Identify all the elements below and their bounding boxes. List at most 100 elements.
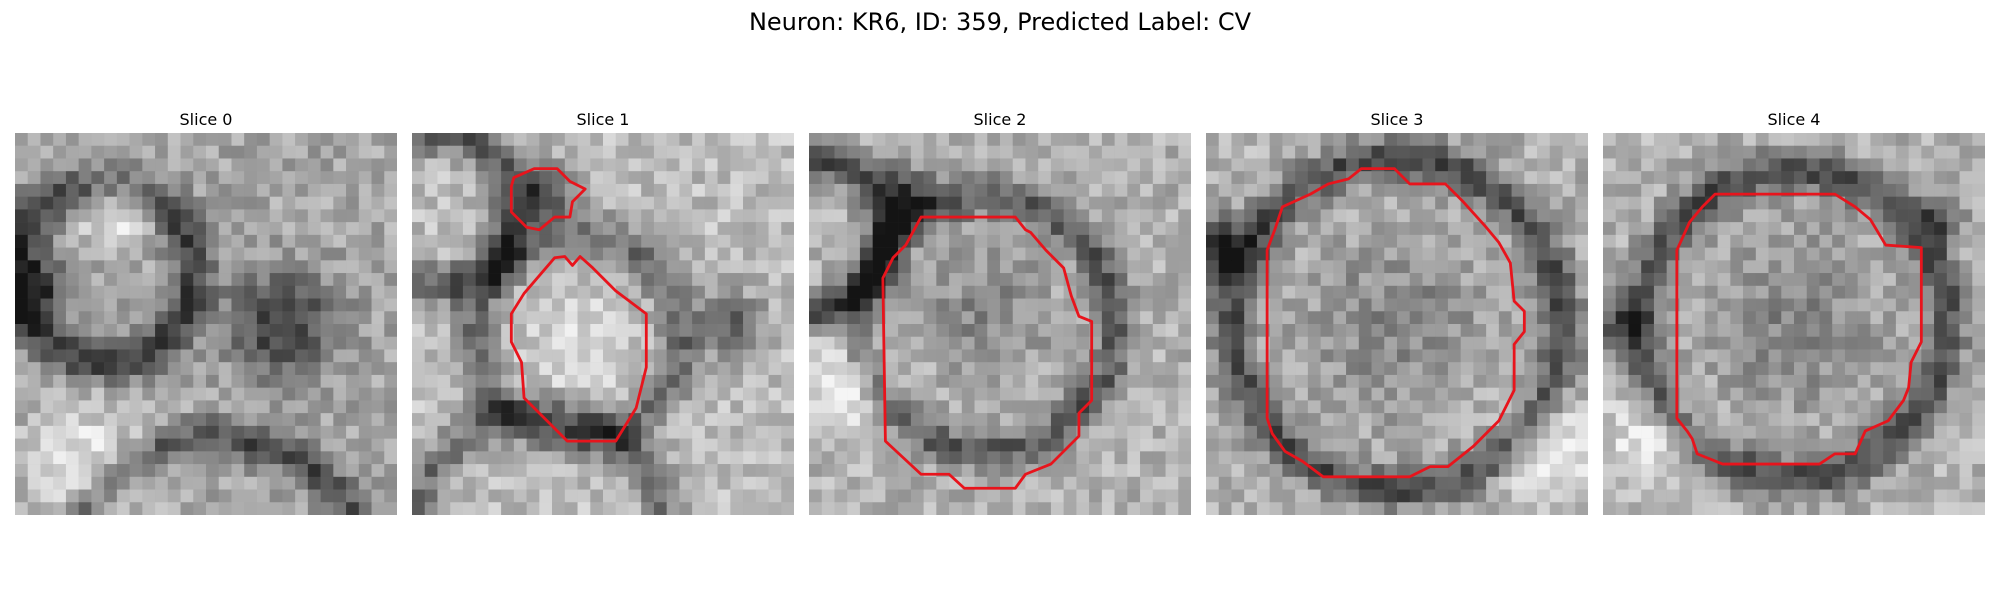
pixel bbox=[91, 374, 105, 388]
pixel bbox=[488, 336, 502, 350]
pixel bbox=[1806, 464, 1820, 478]
pixel bbox=[1972, 145, 1985, 159]
pixel bbox=[1307, 311, 1321, 325]
pixel bbox=[1537, 145, 1551, 159]
pixel bbox=[653, 489, 667, 503]
pixel bbox=[1666, 145, 1680, 159]
pixel bbox=[129, 234, 143, 248]
pixel bbox=[1549, 285, 1563, 299]
pixel bbox=[91, 273, 105, 287]
pixel bbox=[692, 158, 706, 172]
pixel bbox=[730, 349, 744, 363]
pixel bbox=[333, 222, 347, 236]
pixel bbox=[424, 311, 438, 325]
pixel bbox=[1946, 273, 1960, 287]
pixel bbox=[1358, 476, 1372, 490]
pixel bbox=[628, 196, 642, 210]
pixel bbox=[462, 489, 476, 503]
pixel bbox=[116, 336, 130, 350]
pixel bbox=[755, 260, 769, 274]
pixel bbox=[1320, 171, 1334, 185]
pixel bbox=[1575, 349, 1588, 363]
pixel bbox=[1972, 171, 1985, 185]
pixel bbox=[1743, 285, 1757, 299]
pixel bbox=[949, 247, 963, 261]
pixel bbox=[1562, 209, 1576, 223]
pixel bbox=[1615, 400, 1629, 414]
pixel bbox=[1346, 464, 1360, 478]
pixel bbox=[437, 311, 451, 325]
pixel bbox=[256, 311, 270, 325]
pixel bbox=[1717, 158, 1731, 172]
pixel bbox=[1679, 400, 1693, 414]
pixel bbox=[1307, 234, 1321, 248]
pixel bbox=[743, 133, 757, 146]
pixel bbox=[231, 476, 245, 490]
pixel bbox=[1256, 133, 1270, 146]
pixel bbox=[78, 476, 92, 490]
pixel bbox=[27, 171, 41, 185]
pixel bbox=[1384, 425, 1398, 439]
pixel bbox=[666, 324, 680, 337]
pixel bbox=[1333, 451, 1347, 465]
pixel bbox=[1679, 145, 1693, 159]
pixel bbox=[206, 145, 219, 159]
pixel bbox=[1012, 285, 1026, 299]
pixel bbox=[1704, 285, 1718, 299]
pixel bbox=[1730, 324, 1744, 337]
pixel bbox=[256, 349, 270, 363]
pixel bbox=[1101, 222, 1115, 236]
pixel bbox=[1422, 298, 1436, 312]
pixel bbox=[552, 451, 566, 465]
pixel bbox=[1641, 324, 1655, 337]
pixel bbox=[358, 502, 372, 515]
pixel bbox=[1140, 451, 1154, 465]
pixel bbox=[142, 209, 156, 223]
pixel bbox=[692, 489, 706, 503]
pixel bbox=[1628, 464, 1642, 478]
pixel bbox=[898, 374, 912, 388]
pixel bbox=[142, 196, 156, 210]
pixel bbox=[1653, 298, 1667, 312]
pixel bbox=[1486, 260, 1500, 274]
pixel bbox=[755, 158, 769, 172]
pixel bbox=[437, 489, 451, 503]
pixel bbox=[1473, 451, 1487, 465]
pixel bbox=[590, 298, 604, 312]
pixel bbox=[1537, 209, 1551, 223]
pixel bbox=[1152, 234, 1166, 248]
pixel bbox=[755, 183, 769, 197]
pixel bbox=[1152, 171, 1166, 185]
pixel bbox=[231, 413, 245, 427]
pixel bbox=[577, 273, 591, 287]
pixel bbox=[1165, 438, 1179, 452]
pixel bbox=[65, 196, 79, 210]
pixel bbox=[539, 145, 553, 159]
pixel bbox=[371, 336, 385, 350]
pixel bbox=[1692, 476, 1706, 490]
pixel bbox=[781, 234, 794, 248]
pixel bbox=[269, 196, 283, 210]
pixel bbox=[1844, 425, 1858, 439]
pixel bbox=[91, 285, 105, 299]
pixel bbox=[1384, 451, 1398, 465]
pixel bbox=[358, 438, 372, 452]
pixel bbox=[1537, 196, 1551, 210]
pixel bbox=[1012, 273, 1026, 287]
pixel bbox=[961, 311, 975, 325]
pixel bbox=[910, 489, 924, 503]
pixel bbox=[1857, 196, 1871, 210]
pixel bbox=[1346, 451, 1360, 465]
pixel bbox=[244, 285, 258, 299]
pixel bbox=[346, 502, 360, 515]
pixel bbox=[1307, 387, 1321, 401]
pixel bbox=[1038, 273, 1052, 287]
pixel bbox=[1384, 476, 1398, 490]
pixel bbox=[1307, 145, 1321, 159]
pixel bbox=[91, 298, 105, 312]
pixel bbox=[1089, 413, 1103, 427]
pixel bbox=[412, 209, 425, 223]
pixel bbox=[129, 349, 143, 363]
pixel bbox=[1498, 285, 1512, 299]
pixel bbox=[1076, 260, 1090, 274]
